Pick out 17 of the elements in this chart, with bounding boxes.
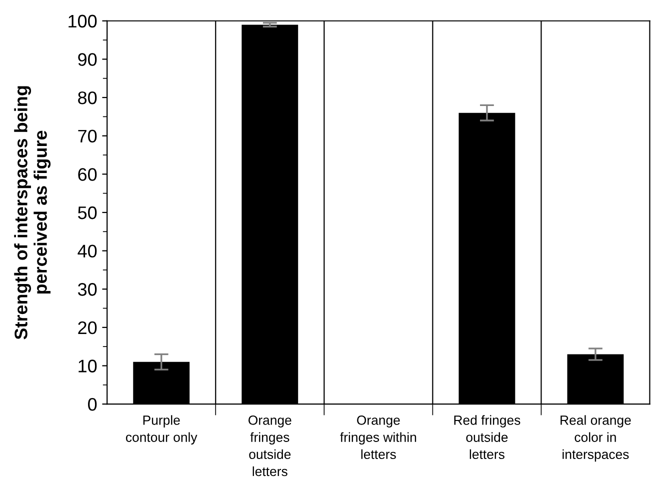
y-tick-label: 30	[78, 283, 97, 296]
y-tick-label: 60	[78, 168, 97, 181]
y-tick-label: 70	[78, 130, 97, 143]
x-tick-label: Orange fringes outside letters	[248, 416, 292, 476]
x-tick-label: Orange fringes within letters	[340, 416, 416, 460]
x-tick-label: Real orange color in interspaces	[560, 415, 631, 462]
y-tick-label: 90	[78, 53, 97, 66]
x-tick-label: Purple contour only	[126, 415, 198, 445]
y-tick-label: 0	[88, 398, 97, 411]
x-tick-label: Red fringes outside letters	[454, 415, 520, 460]
y-tick-label: 80	[78, 91, 97, 104]
y-tick-label: 50	[78, 206, 97, 220]
y-tick-label: 100	[68, 14, 97, 28]
y-tick-label: 20	[78, 321, 97, 334]
y-tick-label: 40	[78, 244, 97, 258]
y-axis-title: Strength of interspaces being perceived as figure	[14, 86, 51, 340]
y-tick-label: 10	[78, 360, 97, 372]
